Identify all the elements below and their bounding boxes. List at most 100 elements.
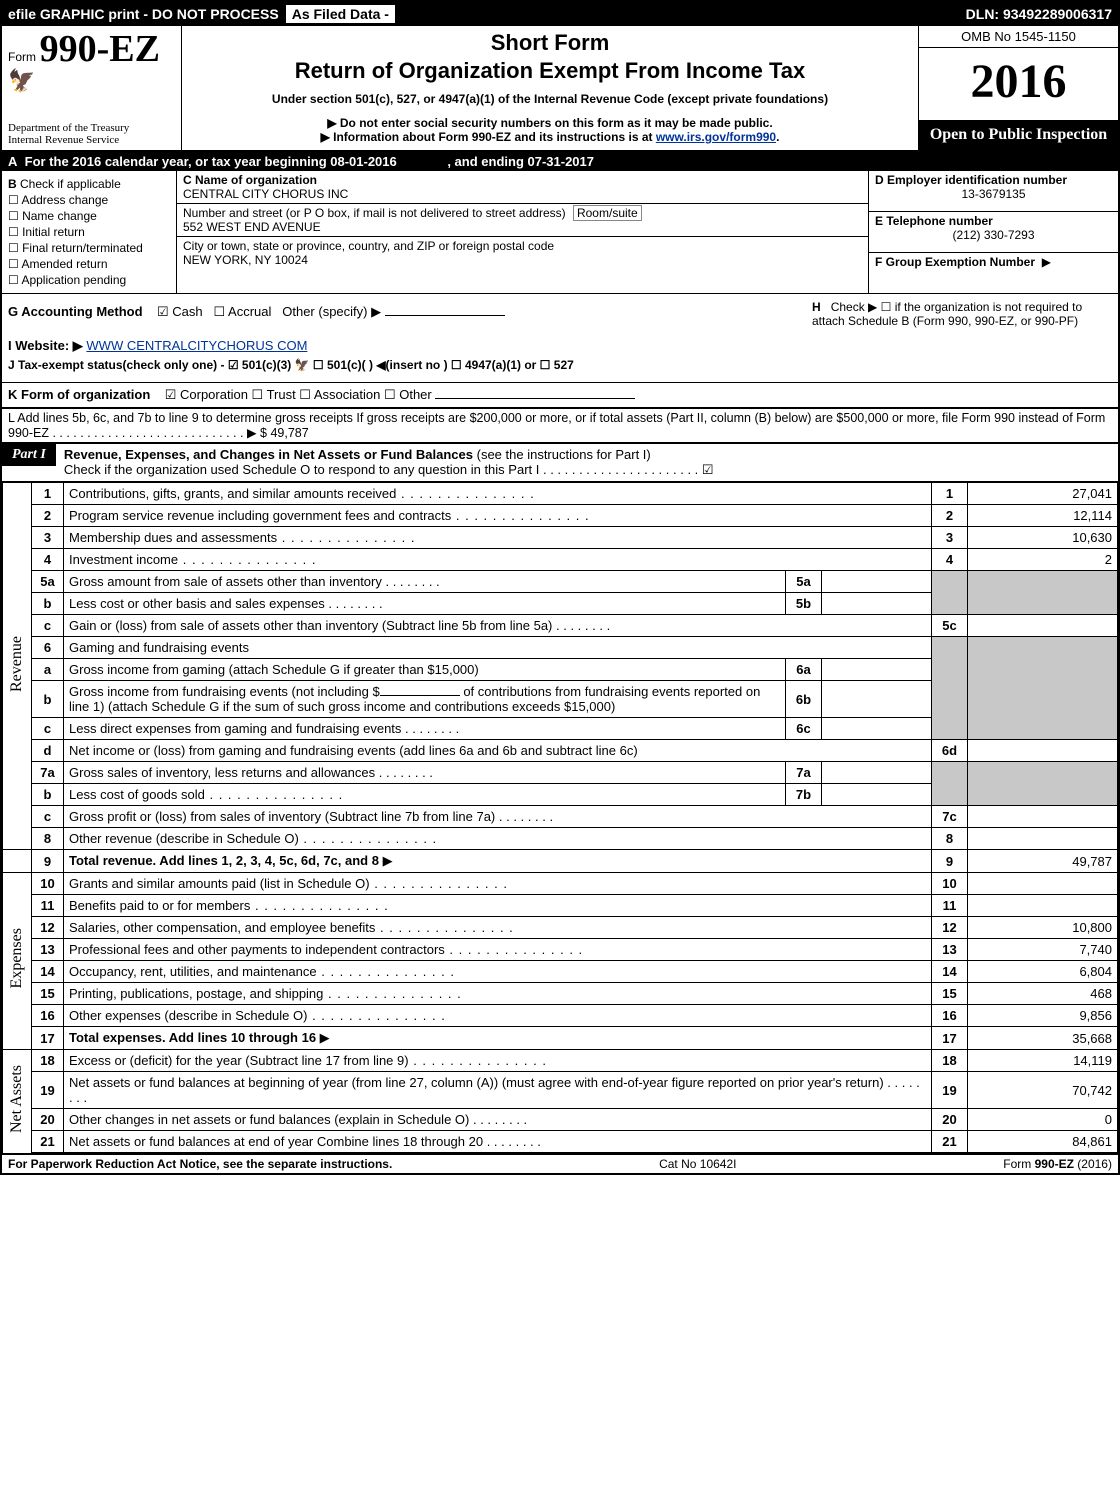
line-desc: Gain or (loss) from sale of assets other…: [64, 615, 932, 637]
chk-final-return[interactable]: Final return/terminated: [8, 241, 170, 255]
line-num: c: [32, 615, 64, 637]
shaded-cell: [932, 762, 968, 784]
line-box: 7c: [932, 806, 968, 828]
line-box: 8: [932, 828, 968, 850]
header-middle: Short Form Return of Organization Exempt…: [182, 26, 918, 150]
line-desc: Total revenue. Add lines 1, 2, 3, 4, 5c,…: [64, 850, 932, 873]
line-desc: Other changes in net assets or fund bala…: [64, 1109, 932, 1131]
row-a-label: A: [8, 154, 17, 169]
header-bullets: Do not enter social security numbers on …: [192, 116, 908, 144]
col-b-checkboxes: B Check if applicable Address change Nam…: [2, 171, 177, 293]
table-row: 17 Total expenses. Add lines 10 through …: [3, 1027, 1118, 1050]
line-desc: Program service revenue including govern…: [64, 505, 932, 527]
line-num: 3: [32, 527, 64, 549]
line-desc: Professional fees and other payments to …: [64, 939, 932, 961]
inline-box: 6a: [786, 659, 822, 681]
line-num: 18: [32, 1050, 64, 1072]
bullet-ssn: Do not enter social security numbers on …: [192, 116, 908, 130]
sidebar-expenses: Expenses: [3, 873, 32, 1050]
line-num: 6: [32, 637, 64, 659]
line-box: 2: [932, 505, 968, 527]
l-text: L Add lines 5b, 6c, and 7b to line 9 to …: [8, 411, 1105, 440]
line-num: 8: [32, 828, 64, 850]
sidebar-revenue: Revenue: [3, 483, 32, 850]
part-i-tag: Part I: [2, 444, 56, 466]
line-desc: Net assets or fund balances at beginning…: [64, 1072, 932, 1109]
line-amt: 10,800: [968, 917, 1118, 939]
section-b-through-f: B Check if applicable Address change Nam…: [2, 171, 1118, 294]
i-line: I Website: ▶ WWW CENTRALCITYCHORUS COM: [8, 338, 1112, 354]
c-addr-label: Number and street (or P O box, if mail i…: [183, 206, 566, 220]
e-phone-label: E Telephone number: [875, 214, 993, 228]
row-l: L Add lines 5b, 6c, and 7b to line 9 to …: [2, 409, 1118, 442]
shaded-cell: [968, 718, 1118, 740]
table-row: 19 Net assets or fund balances at beginn…: [3, 1072, 1118, 1109]
shaded-cell: [968, 571, 1118, 593]
inline-val: [822, 681, 932, 718]
shaded-cell: [932, 637, 968, 659]
g-accrual[interactable]: ☐ Accrual: [213, 304, 271, 319]
line-amt: 12,114: [968, 505, 1118, 527]
e-phone-row: E Telephone number (212) 330-7293: [869, 212, 1118, 253]
line-amt: 35,668: [968, 1027, 1118, 1050]
row-a-text2: , and ending 07-31-2017: [447, 154, 594, 169]
line-num: 2: [32, 505, 64, 527]
chk-name-change[interactable]: Name change: [8, 209, 170, 223]
chk-address-change[interactable]: Address change: [8, 193, 170, 207]
inline-val: [822, 718, 932, 740]
room-suite-label: Room/suite: [573, 205, 642, 221]
irs-link[interactable]: www.irs.gov/form990: [656, 130, 776, 144]
line-desc: Gross income from fundraising events (no…: [64, 681, 786, 718]
g-cash[interactable]: ☑ Cash: [157, 304, 203, 319]
form-header: Form 990-EZ 🦅 Department of the Treasury…: [2, 26, 1118, 152]
i-label: I Website: ▶: [8, 338, 83, 353]
line-num: 16: [32, 1005, 64, 1027]
table-row: 16 Other expenses (describe in Schedule …: [3, 1005, 1118, 1027]
col-d-e-f: D Employer identification number 13-3679…: [868, 171, 1118, 293]
line-desc: Less direct expenses from gaming and fun…: [64, 718, 786, 740]
chk-application-pending[interactable]: Application pending: [8, 273, 170, 287]
line-amt: [968, 806, 1118, 828]
line-amt: 468: [968, 983, 1118, 1005]
line-amt: 2: [968, 549, 1118, 571]
line-amt: 49,787: [968, 850, 1118, 873]
shaded-cell: [932, 659, 968, 681]
chk-initial-return[interactable]: Initial return: [8, 225, 170, 239]
line-amt: 9,856: [968, 1005, 1118, 1027]
k-other-blank[interactable]: [435, 398, 635, 399]
inline-box: 6c: [786, 718, 822, 740]
k-label: K Form of organization: [8, 387, 150, 402]
line-box: 14: [932, 961, 968, 983]
irs-label: Internal Revenue Service: [8, 134, 175, 146]
sidebar-blank: [3, 850, 32, 873]
table-row: 15 Printing, publications, postage, and …: [3, 983, 1118, 1005]
g-other[interactable]: Other (specify) ▶: [282, 304, 381, 319]
line-amt: [968, 740, 1118, 762]
table-row: a Gross income from gaming (attach Sched…: [3, 659, 1118, 681]
chk-amended-return[interactable]: Amended return: [8, 257, 170, 271]
blank-amount[interactable]: [380, 695, 460, 696]
line-box: 20: [932, 1109, 968, 1131]
treasury-seal-icon: 🦅: [8, 68, 175, 94]
table-row: 9 Total revenue. Add lines 1, 2, 3, 4, 5…: [3, 850, 1118, 873]
c-addr-row: Number and street (or P O box, if mail i…: [177, 204, 868, 237]
line-num: 4: [32, 549, 64, 571]
table-row: Revenue 1 Contributions, gifts, grants, …: [3, 483, 1118, 505]
row-a-text1: For the 2016 calendar year, or tax year …: [25, 154, 397, 169]
h-text: Check ▶ ☐ if the organization is not req…: [812, 300, 1082, 328]
line-desc: Other revenue (describe in Schedule O): [64, 828, 932, 850]
under-section: Under section 501(c), 527, or 4947(a)(1)…: [192, 92, 908, 106]
dln-text: DLN: 93492289006317: [966, 6, 1112, 22]
e-phone-value: (212) 330-7293: [875, 228, 1112, 242]
g-other-blank[interactable]: [385, 315, 505, 316]
website-link[interactable]: WWW CENTRALCITYCHORUS COM: [86, 338, 307, 353]
table-row: 14 Occupancy, rent, utilities, and maint…: [3, 961, 1118, 983]
line-num: c: [32, 718, 64, 740]
page-footer: For Paperwork Reduction Act Notice, see …: [2, 1153, 1118, 1173]
inline-box: 7b: [786, 784, 822, 806]
line-amt: [968, 615, 1118, 637]
line-num: 5a: [32, 571, 64, 593]
line-box: 17: [932, 1027, 968, 1050]
c-name-row: C Name of organization CENTRAL CITY CHOR…: [177, 171, 868, 204]
line-box: 4: [932, 549, 968, 571]
